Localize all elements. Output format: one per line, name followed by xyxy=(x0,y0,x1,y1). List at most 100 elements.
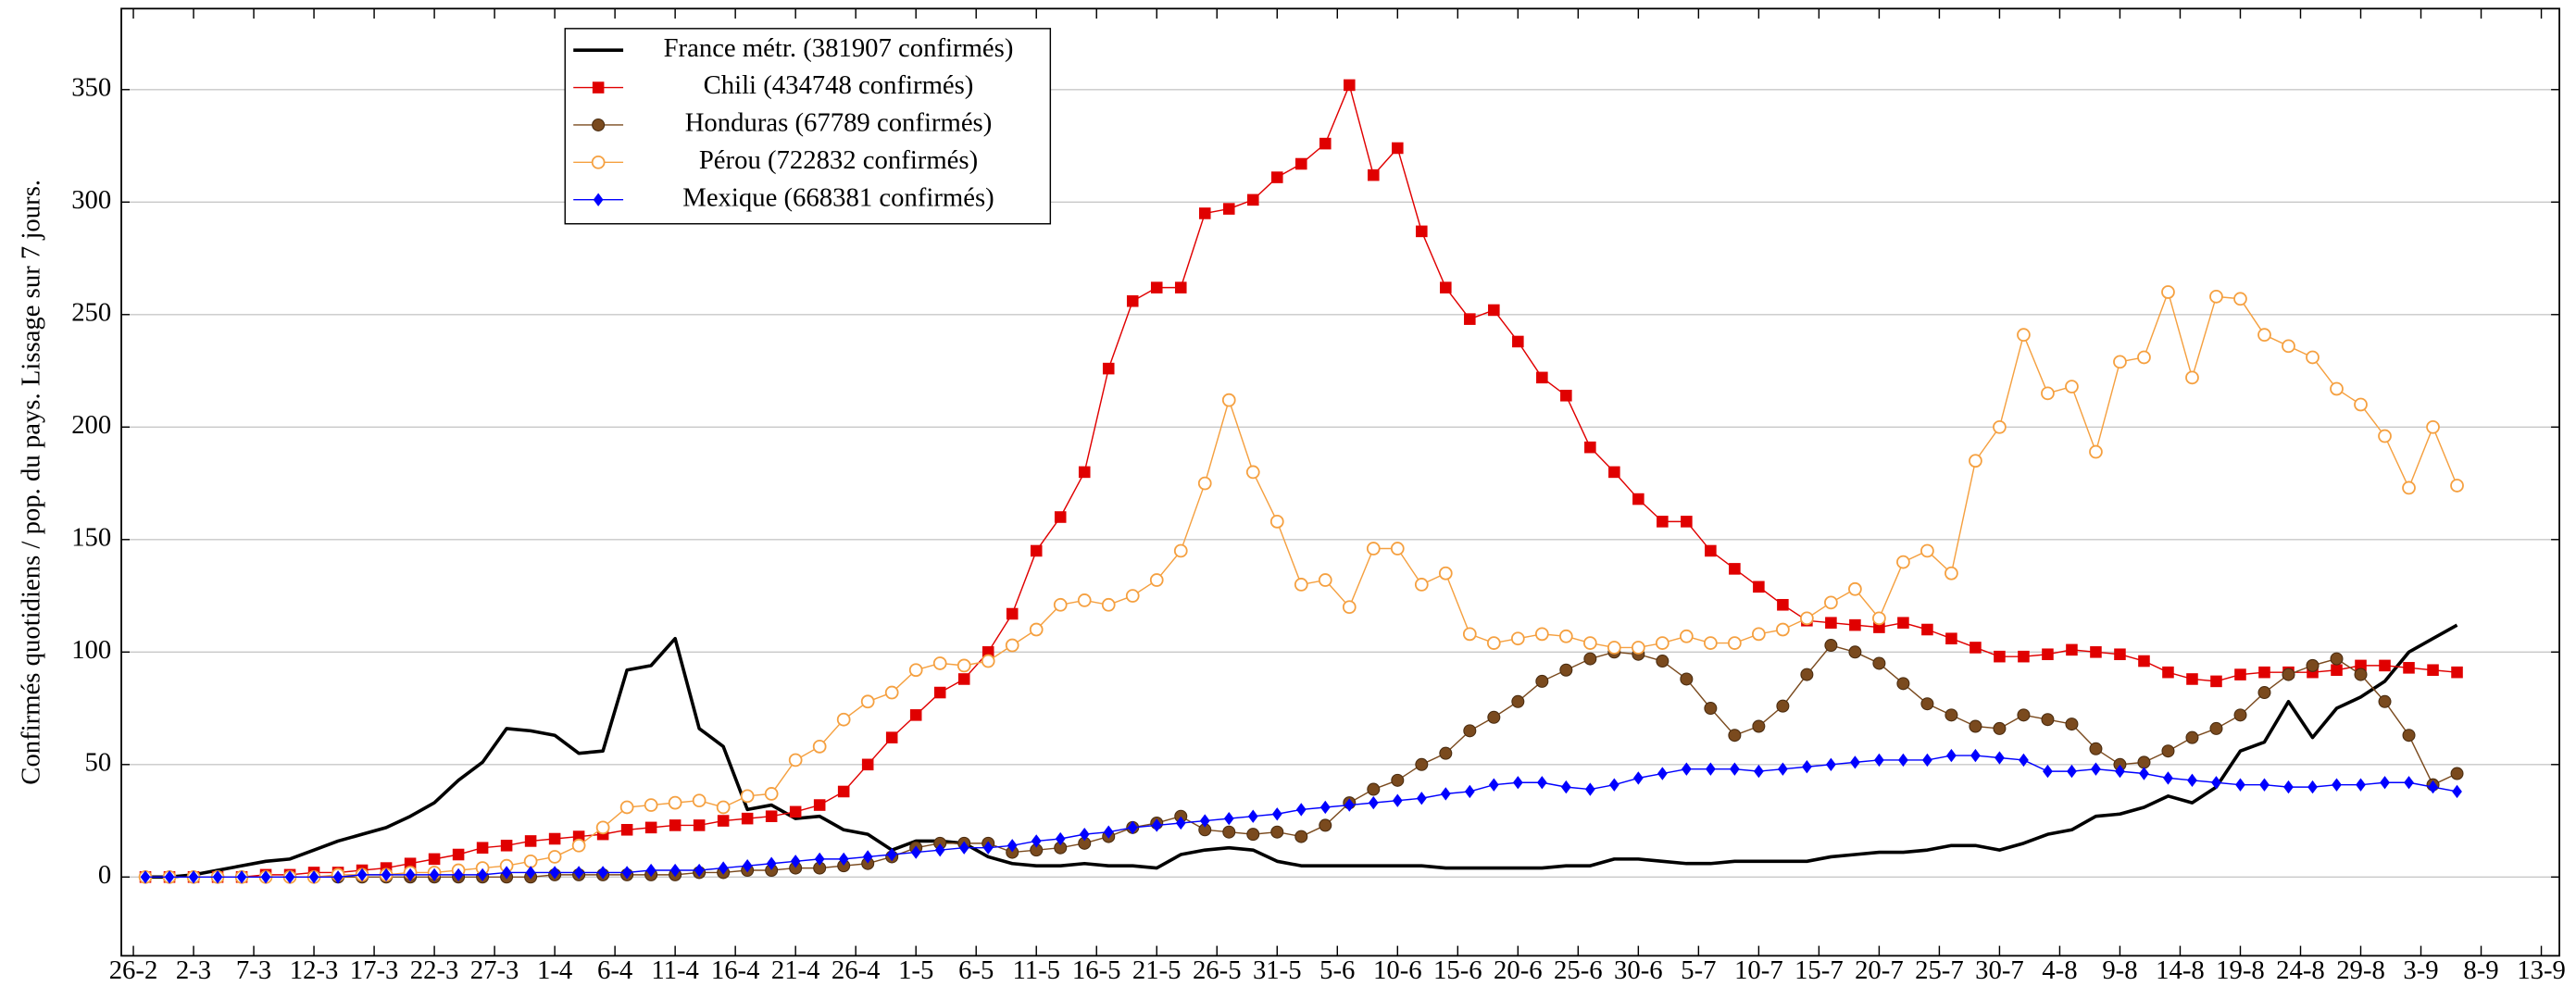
y-tick-label: 0 xyxy=(98,860,111,890)
marker xyxy=(1632,493,1644,505)
series-line xyxy=(145,623,2458,880)
marker xyxy=(1872,656,1886,670)
marker xyxy=(1560,389,1572,402)
marker xyxy=(1681,762,1692,776)
marker xyxy=(910,845,921,859)
marker xyxy=(620,823,633,836)
marker xyxy=(2282,668,2295,681)
marker xyxy=(2380,776,2390,790)
marker xyxy=(1294,157,1307,170)
marker xyxy=(669,819,682,831)
marker xyxy=(477,867,488,882)
marker xyxy=(1824,595,1838,610)
x-tick-label: 22-3 xyxy=(410,955,459,985)
marker xyxy=(1802,760,1812,774)
marker xyxy=(381,867,392,882)
marker xyxy=(2450,479,2464,493)
marker xyxy=(2257,328,2271,343)
marker xyxy=(2161,744,2175,758)
marker xyxy=(1753,580,1765,593)
legend-box xyxy=(564,28,1052,225)
marker xyxy=(1270,825,1284,839)
marker xyxy=(766,856,777,870)
marker xyxy=(1632,771,1644,785)
x-tick-label: 19-8 xyxy=(2216,955,2265,985)
marker xyxy=(862,850,873,864)
marker xyxy=(812,740,827,754)
marker xyxy=(428,853,441,866)
marker xyxy=(1440,281,1452,293)
x-tick-label: 8-9 xyxy=(2463,955,2498,985)
marker xyxy=(548,832,561,845)
x-tick-label: 20-7 xyxy=(1855,955,1904,985)
x-tick-label: 25-6 xyxy=(1554,955,1603,985)
marker xyxy=(1319,800,1331,815)
marker xyxy=(2211,776,2221,790)
x-tick-label: 5-7 xyxy=(1681,955,1716,985)
marker xyxy=(813,799,826,811)
marker xyxy=(1392,142,1404,155)
marker xyxy=(1994,650,2006,663)
marker xyxy=(2378,694,2392,708)
marker xyxy=(1657,516,1669,528)
marker xyxy=(1392,793,1403,807)
marker xyxy=(1969,719,1982,733)
marker xyxy=(1368,795,1379,810)
marker xyxy=(1199,814,1210,828)
marker xyxy=(837,785,850,798)
y-tick-label: 100 xyxy=(71,635,111,665)
marker xyxy=(1777,762,1788,776)
marker xyxy=(1151,818,1162,832)
marker xyxy=(1030,544,1043,557)
marker xyxy=(1271,807,1282,821)
marker xyxy=(1126,294,1139,307)
y-tick-label: 50 xyxy=(85,747,112,777)
legend-label: Honduras (67789 confirmés) xyxy=(685,108,993,138)
marker xyxy=(1294,830,1308,843)
marker xyxy=(1463,724,1477,738)
x-tick-label: 17-3 xyxy=(350,955,399,985)
marker xyxy=(1488,304,1500,317)
marker xyxy=(1368,168,1380,181)
marker xyxy=(1366,542,1381,555)
marker xyxy=(1777,598,1789,611)
x-tick-label: 13-9 xyxy=(2517,955,2566,985)
x-tick-label: 26-2 xyxy=(109,955,158,985)
marker xyxy=(2257,686,2271,700)
marker xyxy=(2354,668,2368,681)
marker xyxy=(1705,544,1717,557)
x-tick-label: 9-8 xyxy=(2102,955,2137,985)
marker xyxy=(621,866,632,880)
marker xyxy=(164,870,175,884)
marker xyxy=(2043,764,2053,779)
marker xyxy=(2282,339,2295,354)
marker xyxy=(1896,555,1910,569)
marker xyxy=(1029,622,1044,637)
x-tick-label: 21-4 xyxy=(771,955,820,985)
legend-label: Pérou (722832 confirmés) xyxy=(699,145,978,175)
marker xyxy=(717,815,730,827)
marker xyxy=(1222,203,1235,215)
marker xyxy=(1558,629,1573,643)
x-tick-label: 5-6 xyxy=(1319,955,1355,985)
marker xyxy=(1728,729,1742,743)
marker xyxy=(884,685,899,700)
marker xyxy=(1993,721,2007,735)
marker xyxy=(1438,566,1453,580)
marker xyxy=(1536,776,1547,790)
marker xyxy=(1582,636,1597,650)
marker xyxy=(1318,573,1332,587)
y-tick-label: 250 xyxy=(71,297,111,327)
marker xyxy=(814,852,825,867)
marker xyxy=(2210,675,2222,688)
marker xyxy=(524,835,537,847)
marker xyxy=(716,800,731,815)
marker xyxy=(1921,623,1933,636)
marker xyxy=(2331,664,2343,677)
x-tick-label: 31-5 xyxy=(1253,955,1302,985)
x-tick-label: 16-5 xyxy=(1072,955,1121,985)
marker xyxy=(908,663,923,678)
marker xyxy=(1246,828,1260,842)
y-axis-label: Confirmés quotidiens / pop. du pays. Lis… xyxy=(16,180,45,785)
marker xyxy=(1294,578,1308,592)
